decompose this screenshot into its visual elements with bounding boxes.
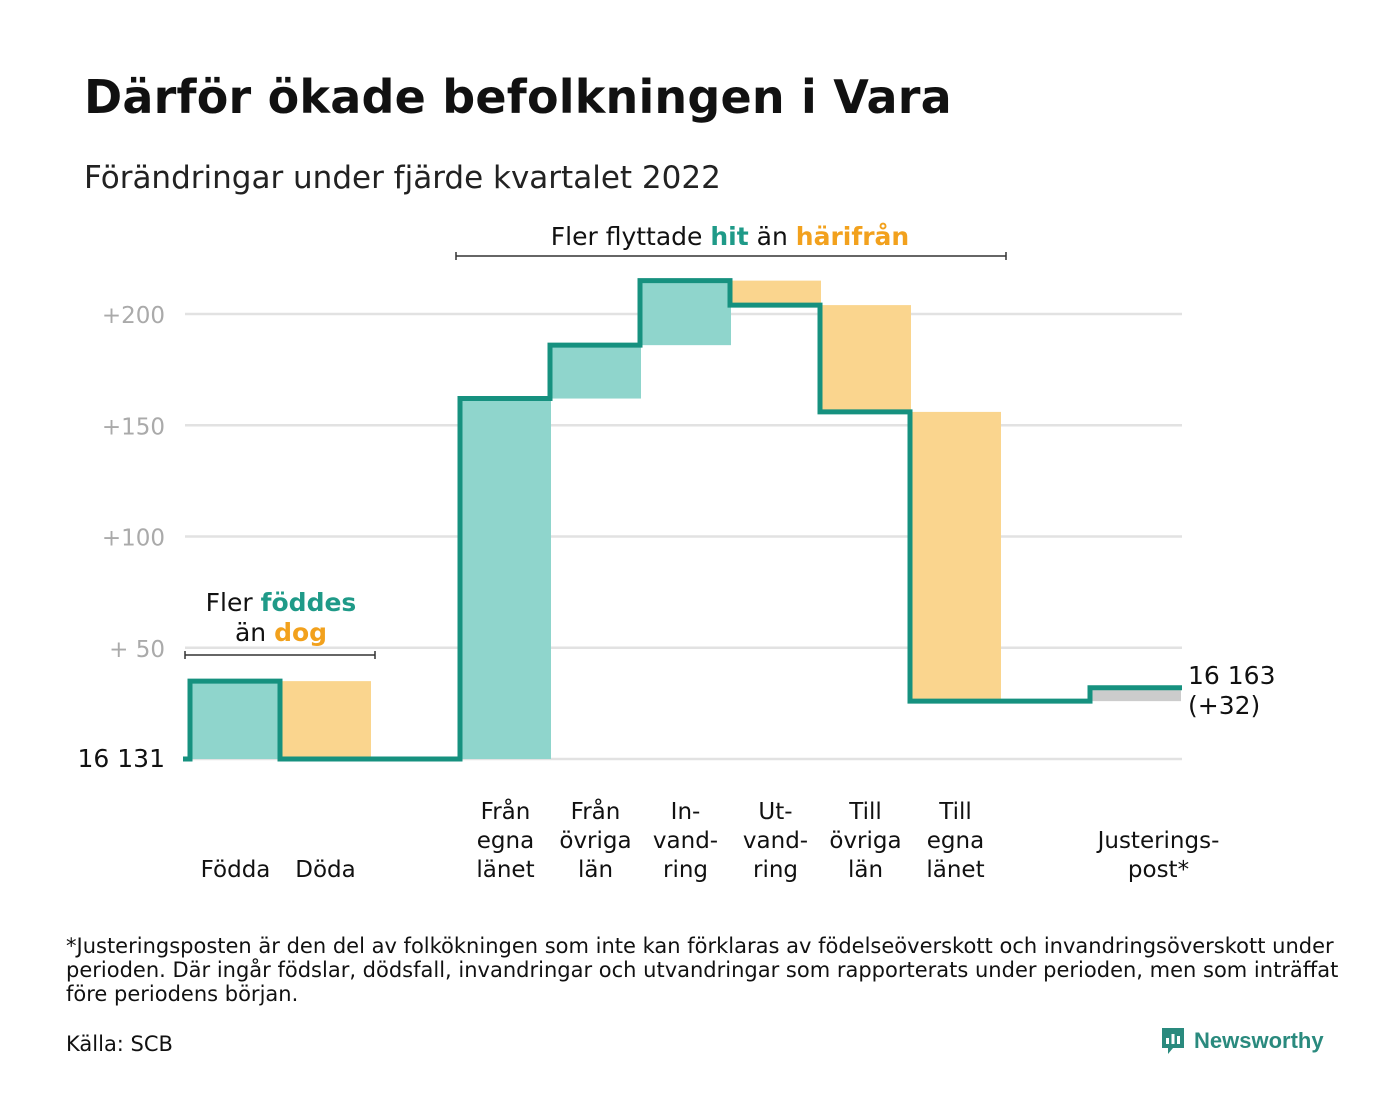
y-tick-label: +200 [102,303,165,329]
newsworthy-icon [1162,1028,1184,1054]
bar-till-övriga-län [820,305,911,412]
svg-text:Fler flyttade hit: Fler flyttade hit än härifrån [551,222,909,251]
svg-text:Fler föddes: Fler föddes [206,588,357,617]
x-tick-label: egna [927,828,984,854]
x-tick-label: Till [848,799,882,825]
x-tick-label: länet [926,857,984,883]
bar-födda [190,681,281,759]
x-tick-label: övriga [829,828,901,854]
svg-text:än dog: än dog [235,618,327,647]
x-tick-label: län [848,857,883,883]
bars [190,280,1181,759]
y-tick-label: + 50 [109,637,165,663]
births-annotation: Fler föddes än dog [184,588,376,659]
x-tick-label: vand- [743,828,808,854]
footnote: *Justeringsposten är den del av folkökni… [66,934,1339,1006]
x-tick-label: In- [671,799,701,825]
source-label: Källa: SCB [66,1032,173,1056]
x-tick-label: vand- [653,828,718,854]
newsworthy-logo: Newsworthy [1160,1026,1324,1056]
bar-justeringspost- [1090,687,1181,702]
y-tick-label: +150 [102,414,165,440]
x-tick-label: länet [476,857,534,883]
x-tick-label: Från [481,797,531,825]
end-value-label: 16 163 [1188,661,1275,690]
bar-från-övriga-län [550,345,641,399]
chart-subtitle: Förändringar under fjärde kvartalet 2022 [84,160,721,196]
x-tick-labels: Födda Döda Från egna länet Från övriga län In-va… [201,797,1220,883]
x-tick-label: post* [1128,857,1189,883]
x-tick-label: egna [477,828,534,854]
cumulative-step-line [183,278,1182,762]
chart-title: Därför ökade befolkningen i Vara [84,70,952,124]
x-tick-label: Ut- [758,799,792,825]
y-tick-label: +100 [102,526,165,552]
bar-från-egna-länet [460,398,551,759]
y-tick-labels: + 50 +100 +150 +200 [102,303,165,663]
x-tick-label: ring [753,857,798,883]
bar-till-egna-länet [910,411,1001,702]
x-tick-label: Från [571,797,621,825]
brand-name: Newsworthy [1194,1028,1324,1053]
start-value-label: 16 131 [78,744,165,773]
x-tick-label: Justerings- [1096,828,1220,854]
x-tick-label: Till [938,799,972,825]
bar-döda [280,681,371,759]
bar-utvandring [730,280,821,306]
moves-annotation: Fler flyttade hit än härifrån [455,222,1007,260]
x-tick-label: Födda [201,857,271,883]
waterfall-chart: + 50+100+150+200 Födda DödaFrånegnalänetF… [78,222,1276,883]
end-change-label: (+32) [1188,691,1260,720]
x-tick-label: övriga [559,828,631,854]
x-tick-label: län [578,857,613,883]
x-tick-label: Döda [295,857,355,883]
bar-invandring [640,280,731,346]
x-tick-label: ring [663,857,708,883]
